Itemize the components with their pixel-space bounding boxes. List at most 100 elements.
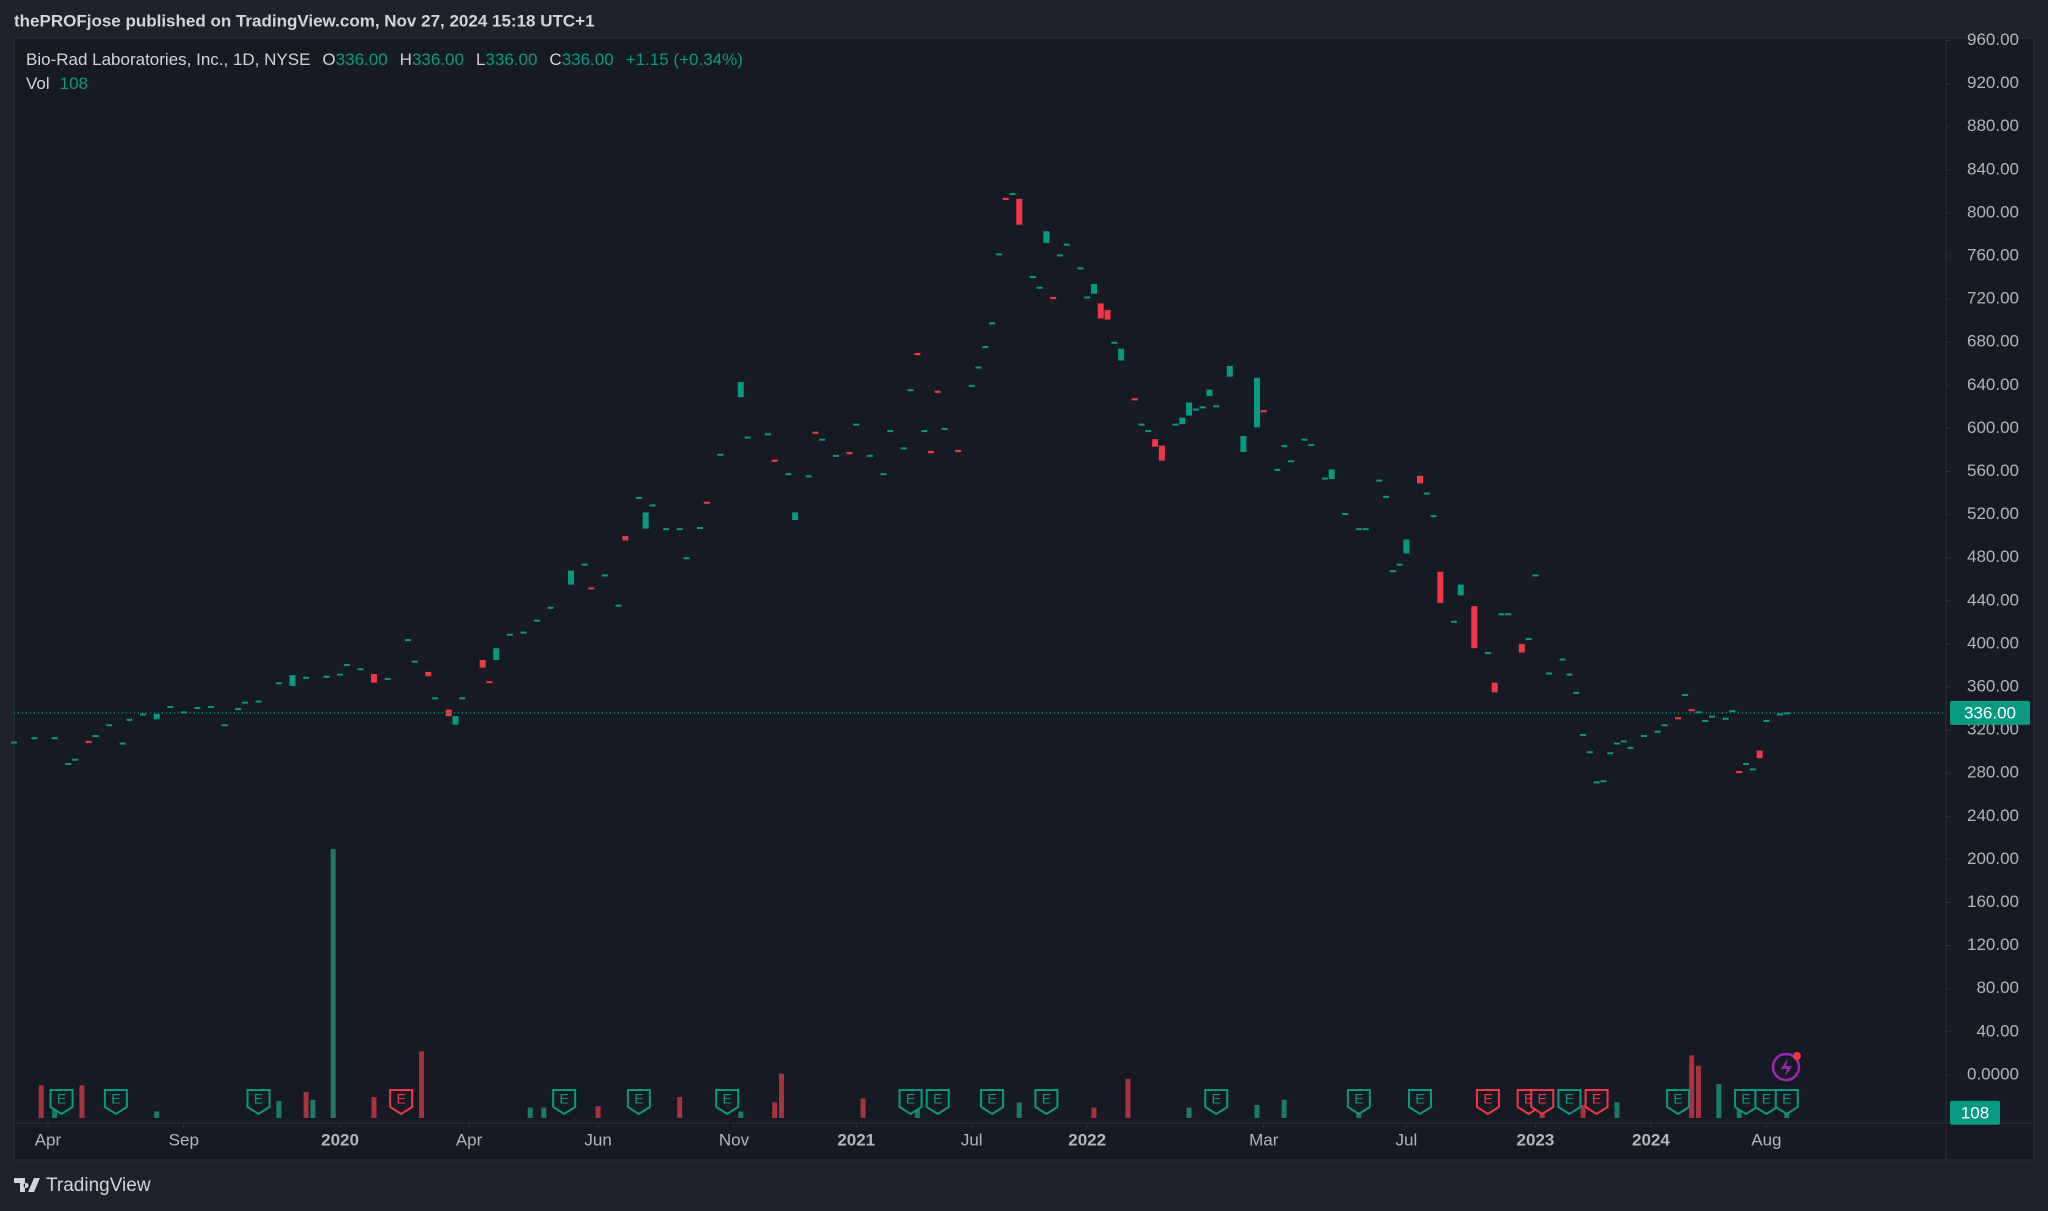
candle-body xyxy=(1383,495,1390,498)
candle-body xyxy=(65,763,72,766)
candle-body xyxy=(1627,746,1634,749)
volume-bar xyxy=(1784,1112,1790,1118)
alert-bolt[interactable] xyxy=(1781,1058,1792,1077)
candle-body xyxy=(547,606,554,609)
earnings-marker xyxy=(1666,1089,1691,1116)
candle-body xyxy=(1328,469,1335,480)
candle-body xyxy=(1450,620,1457,623)
volume-bar xyxy=(772,1102,778,1118)
candle-body xyxy=(1566,673,1573,676)
volume-label: Vol xyxy=(26,74,50,93)
earnings-marker xyxy=(246,1089,271,1116)
earnings-marker xyxy=(1754,1089,1779,1116)
candle-body xyxy=(1029,276,1036,279)
footer-logo xyxy=(14,1178,40,1192)
y-tick-label: 520.00 xyxy=(1967,504,2019,523)
x-tick-label: 2020 xyxy=(321,1130,359,1149)
volume-bar xyxy=(1016,1102,1022,1118)
candle-body xyxy=(1077,267,1084,270)
candle-body xyxy=(1090,284,1097,294)
candle-body xyxy=(1097,303,1104,319)
earnings-label: E xyxy=(254,1091,263,1107)
x-tick-label: Jul xyxy=(1396,1130,1418,1149)
volume-bar xyxy=(330,848,336,1118)
candle-body xyxy=(744,436,751,439)
candle-body xyxy=(194,707,201,710)
candle-body xyxy=(642,512,649,529)
candle-body xyxy=(1287,460,1294,463)
candle-body xyxy=(1518,643,1525,653)
y-tick-label: 960.00 xyxy=(1967,30,2019,49)
volume-bar xyxy=(79,1085,85,1118)
candle-body xyxy=(1675,717,1682,720)
volume-bar xyxy=(371,1097,377,1118)
candle-body xyxy=(289,675,296,686)
candle-body xyxy=(1491,682,1498,693)
earnings-marker xyxy=(1774,1089,1799,1116)
legend: Bio-Rad Laboratories, Inc., 1D, NYSE O336… xyxy=(26,50,743,69)
earnings-marker xyxy=(552,1089,577,1116)
volume-bar xyxy=(310,1099,316,1118)
alert-circle[interactable] xyxy=(1771,1052,1801,1082)
candle-body xyxy=(1776,713,1783,716)
logo-mark xyxy=(14,1178,40,1192)
candle-body xyxy=(1743,763,1750,766)
y-tick-label: 560.00 xyxy=(1967,461,2019,480)
x-tick-label: 2023 xyxy=(1517,1130,1555,1149)
x-tick-label: Nov xyxy=(719,1130,750,1149)
alert-icon[interactable] xyxy=(1771,1052,1801,1082)
earnings-label: E xyxy=(1042,1091,1051,1107)
candle-body xyxy=(520,631,527,634)
candle-body xyxy=(1688,709,1695,712)
candle-body xyxy=(812,431,819,434)
y-tick-label: 40.00 xyxy=(1976,1021,2019,1040)
candle-body xyxy=(805,475,812,478)
candle-body xyxy=(737,382,744,398)
volume-bar xyxy=(860,1098,866,1118)
candle-body xyxy=(615,604,622,607)
earnings-label: E xyxy=(396,1091,405,1107)
candle-body xyxy=(1131,398,1138,401)
x-tick-label: Mar xyxy=(1249,1130,1279,1149)
candle-body xyxy=(764,433,771,436)
candle-body xyxy=(1240,435,1247,453)
symbol: Bio-Rad Laboratories, Inc., 1D, NYSE xyxy=(26,50,310,69)
candle-body xyxy=(1403,539,1410,554)
earnings-label: E xyxy=(906,1091,915,1107)
candle-body xyxy=(1199,406,1206,409)
x-tick-label: Aug xyxy=(1751,1130,1781,1149)
candle-body xyxy=(785,473,792,476)
candle-body xyxy=(1593,781,1600,784)
candle-body xyxy=(1430,515,1437,518)
volume-bar xyxy=(1091,1107,1097,1118)
candle-body xyxy=(1213,405,1220,408)
x-tick-label: 2024 xyxy=(1632,1130,1670,1149)
earnings-marker xyxy=(1557,1089,1582,1116)
candle-body xyxy=(1192,408,1199,411)
volume-bar xyxy=(38,1085,44,1118)
candle-body xyxy=(1471,606,1478,649)
candle-body xyxy=(1709,715,1716,718)
candle-body xyxy=(1641,735,1648,738)
candle-body xyxy=(1396,563,1403,566)
candle-body xyxy=(1172,423,1179,426)
candle-body xyxy=(92,735,99,738)
candle-body xyxy=(1498,613,1505,616)
volume-bar xyxy=(154,1111,160,1118)
candle-body xyxy=(1756,750,1763,759)
candle-body xyxy=(1016,198,1023,225)
volume-bar xyxy=(303,1091,309,1118)
candle-body xyxy=(982,346,989,349)
volume-tag xyxy=(1950,1100,2000,1125)
candle-body xyxy=(72,758,79,761)
ohlc-letter: O xyxy=(322,50,335,69)
earnings-label: E xyxy=(57,1091,66,1107)
candle-body xyxy=(31,737,38,740)
candle-body xyxy=(1050,296,1057,300)
candle-body xyxy=(479,660,486,668)
volume-bar xyxy=(1716,1084,1722,1118)
candle-body xyxy=(1484,652,1491,655)
x-tick-label: 2022 xyxy=(1068,1130,1106,1149)
